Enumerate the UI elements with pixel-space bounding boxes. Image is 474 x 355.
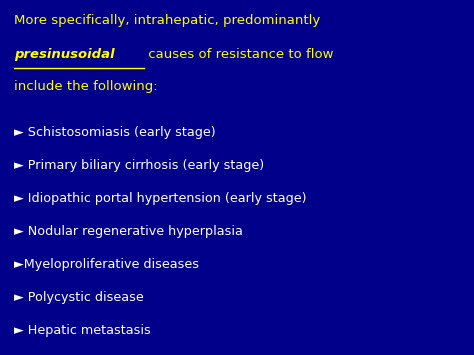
Text: include the following:: include the following: [14, 80, 158, 93]
Text: ► Primary biliary cirrhosis (early stage): ► Primary biliary cirrhosis (early stage… [14, 159, 264, 172]
Text: ► Idiopathic portal hypertension (early stage): ► Idiopathic portal hypertension (early … [14, 192, 307, 205]
Text: presinusoidal: presinusoidal [14, 48, 115, 61]
Text: ► Nodular regenerative hyperplasia: ► Nodular regenerative hyperplasia [14, 225, 243, 238]
Text: ► Schistosomiasis (early stage): ► Schistosomiasis (early stage) [14, 126, 216, 139]
Text: ►Myeloproliferative diseases: ►Myeloproliferative diseases [14, 258, 199, 271]
Text: More specifically, intrahepatic, predominantly: More specifically, intrahepatic, predomi… [14, 14, 320, 27]
Text: causes of resistance to flow: causes of resistance to flow [144, 48, 334, 61]
Text: ► Hepatic metastasis: ► Hepatic metastasis [14, 324, 151, 337]
Text: ► Polycystic disease: ► Polycystic disease [14, 291, 144, 304]
